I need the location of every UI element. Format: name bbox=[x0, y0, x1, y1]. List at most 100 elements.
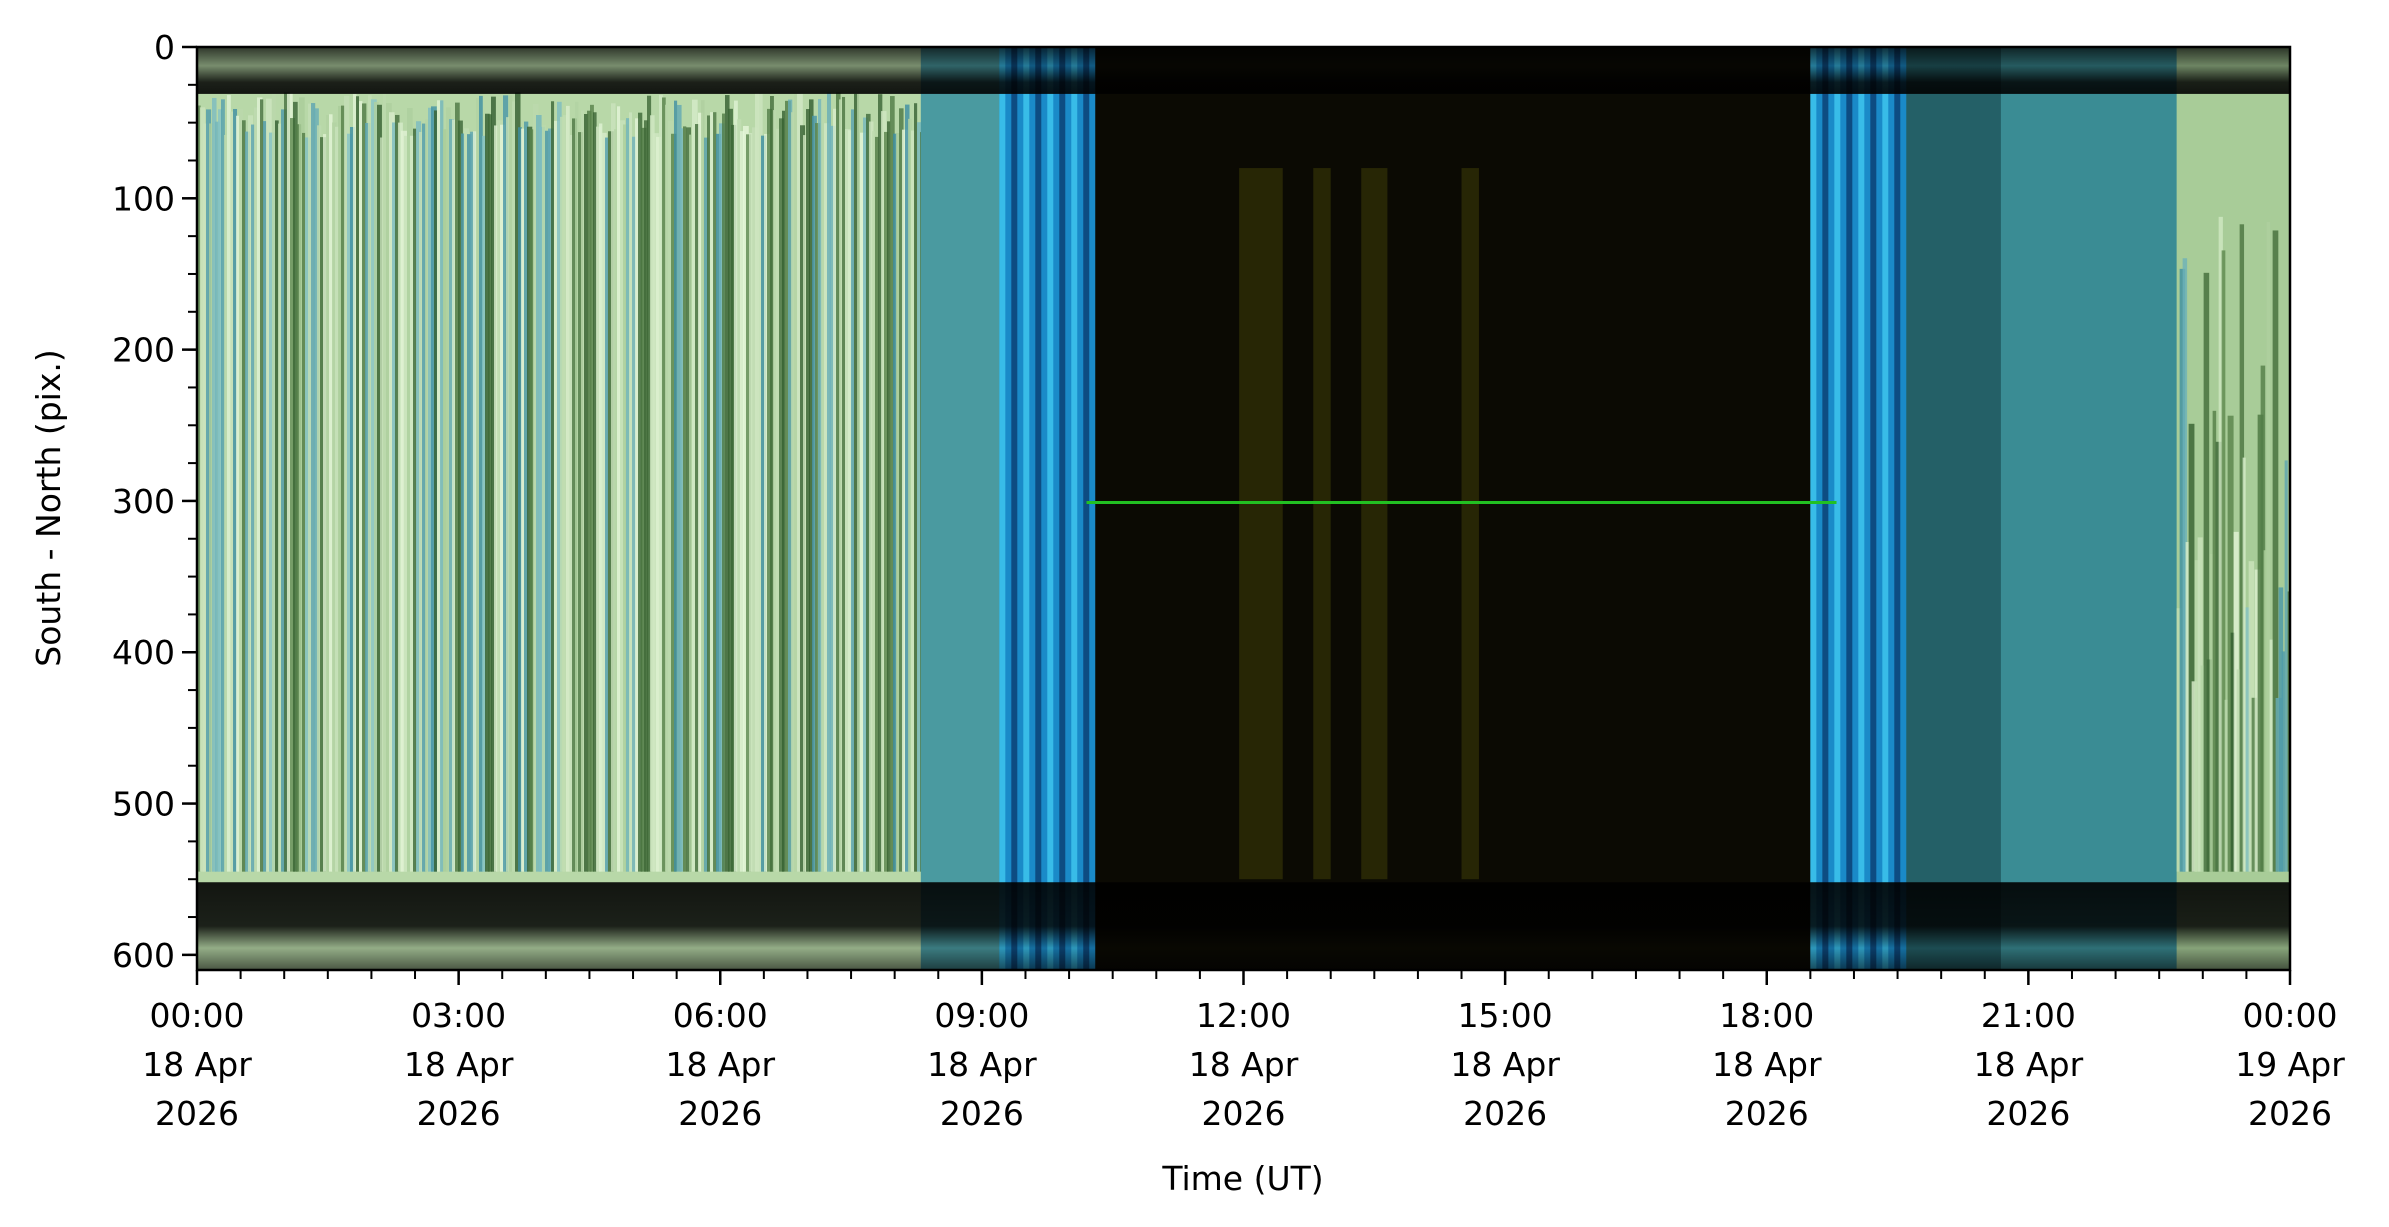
x-tick-label: 2026 bbox=[155, 1094, 239, 1133]
segment-5 bbox=[1906, 47, 2178, 970]
streak bbox=[242, 120, 246, 872]
streak bbox=[2284, 460, 2288, 872]
streak bbox=[2179, 268, 2186, 872]
streak bbox=[314, 108, 319, 872]
streak bbox=[356, 96, 360, 872]
streak bbox=[752, 127, 758, 872]
shade bbox=[1906, 47, 2001, 970]
streak bbox=[803, 135, 807, 872]
streak bbox=[401, 130, 407, 872]
streak bbox=[206, 109, 212, 872]
yellow-streak bbox=[1239, 168, 1283, 880]
streak bbox=[464, 128, 469, 872]
streak bbox=[614, 129, 620, 872]
streak bbox=[2203, 272, 2210, 872]
streak bbox=[503, 95, 509, 872]
streak bbox=[2200, 665, 2206, 872]
streak bbox=[743, 125, 749, 872]
streak bbox=[827, 92, 832, 872]
x-tick-label: 18 Apr bbox=[404, 1045, 514, 1084]
streak bbox=[2227, 415, 2234, 872]
streak bbox=[2272, 230, 2279, 872]
streak bbox=[353, 94, 357, 872]
streak bbox=[317, 125, 322, 872]
yellow-streak bbox=[1461, 168, 1479, 880]
streak bbox=[2266, 221, 2271, 872]
streak bbox=[719, 123, 725, 872]
streak bbox=[377, 104, 382, 872]
streak bbox=[2257, 414, 2264, 872]
stripe bbox=[1083, 47, 1090, 970]
streak bbox=[2209, 553, 2216, 872]
streak bbox=[602, 132, 607, 872]
streak bbox=[791, 112, 795, 872]
streak bbox=[899, 108, 904, 872]
streak bbox=[812, 115, 817, 872]
streak bbox=[560, 116, 566, 872]
streak bbox=[749, 132, 753, 872]
segment-1 bbox=[920, 47, 1001, 970]
streak bbox=[869, 121, 874, 872]
streak bbox=[200, 107, 206, 872]
streak bbox=[548, 128, 554, 872]
streak bbox=[221, 99, 225, 872]
stripe bbox=[1846, 47, 1853, 970]
x-tick-label: 2026 bbox=[1463, 1094, 1547, 1133]
streak bbox=[350, 126, 355, 872]
streak bbox=[896, 132, 901, 872]
streak bbox=[329, 114, 333, 872]
streak bbox=[521, 128, 525, 872]
x-tick-label: 00:00 bbox=[2242, 996, 2337, 1035]
streak bbox=[518, 127, 522, 872]
streak bbox=[770, 95, 774, 872]
streak bbox=[461, 133, 465, 872]
streak bbox=[428, 107, 434, 872]
stripe bbox=[1071, 47, 1078, 970]
streak bbox=[431, 106, 437, 872]
streak bbox=[653, 133, 659, 872]
streak bbox=[917, 122, 923, 872]
x-tick-label: 18 Apr bbox=[1189, 1045, 1299, 1084]
streak bbox=[2236, 669, 2242, 872]
streak bbox=[2194, 560, 2200, 872]
streak bbox=[569, 134, 574, 872]
streak bbox=[338, 105, 343, 872]
streak bbox=[557, 101, 562, 872]
streak bbox=[659, 94, 663, 872]
streak bbox=[2251, 697, 2257, 872]
streak bbox=[290, 118, 296, 872]
x-tick-label: 12:00 bbox=[1196, 996, 1291, 1035]
y-tick-label: 200 bbox=[112, 331, 175, 370]
streak bbox=[707, 115, 711, 872]
streak bbox=[692, 99, 698, 872]
streak bbox=[527, 126, 533, 872]
streak bbox=[635, 118, 640, 872]
streak bbox=[440, 100, 444, 872]
streak bbox=[473, 131, 477, 872]
streak bbox=[551, 101, 555, 872]
streak bbox=[881, 111, 887, 872]
streak bbox=[866, 113, 871, 872]
streak bbox=[455, 102, 460, 872]
x-tick-label: 03:00 bbox=[411, 996, 506, 1035]
streak bbox=[893, 133, 897, 872]
streak bbox=[794, 92, 798, 872]
streak bbox=[383, 92, 387, 872]
stripe bbox=[1059, 47, 1066, 970]
streak bbox=[524, 121, 529, 872]
streak bbox=[665, 104, 669, 872]
streak bbox=[728, 108, 733, 872]
streak bbox=[362, 103, 367, 872]
y-axis: 0 100 200 300 400 500 600 bbox=[112, 28, 197, 975]
streak bbox=[419, 131, 424, 872]
streak bbox=[482, 135, 486, 872]
streak bbox=[467, 134, 472, 872]
streak bbox=[287, 93, 293, 872]
y-tick-label: 300 bbox=[112, 482, 175, 521]
stripe bbox=[1882, 47, 1889, 970]
streak bbox=[590, 104, 594, 872]
streak bbox=[284, 92, 290, 872]
streak bbox=[878, 94, 883, 872]
streak bbox=[302, 132, 306, 872]
